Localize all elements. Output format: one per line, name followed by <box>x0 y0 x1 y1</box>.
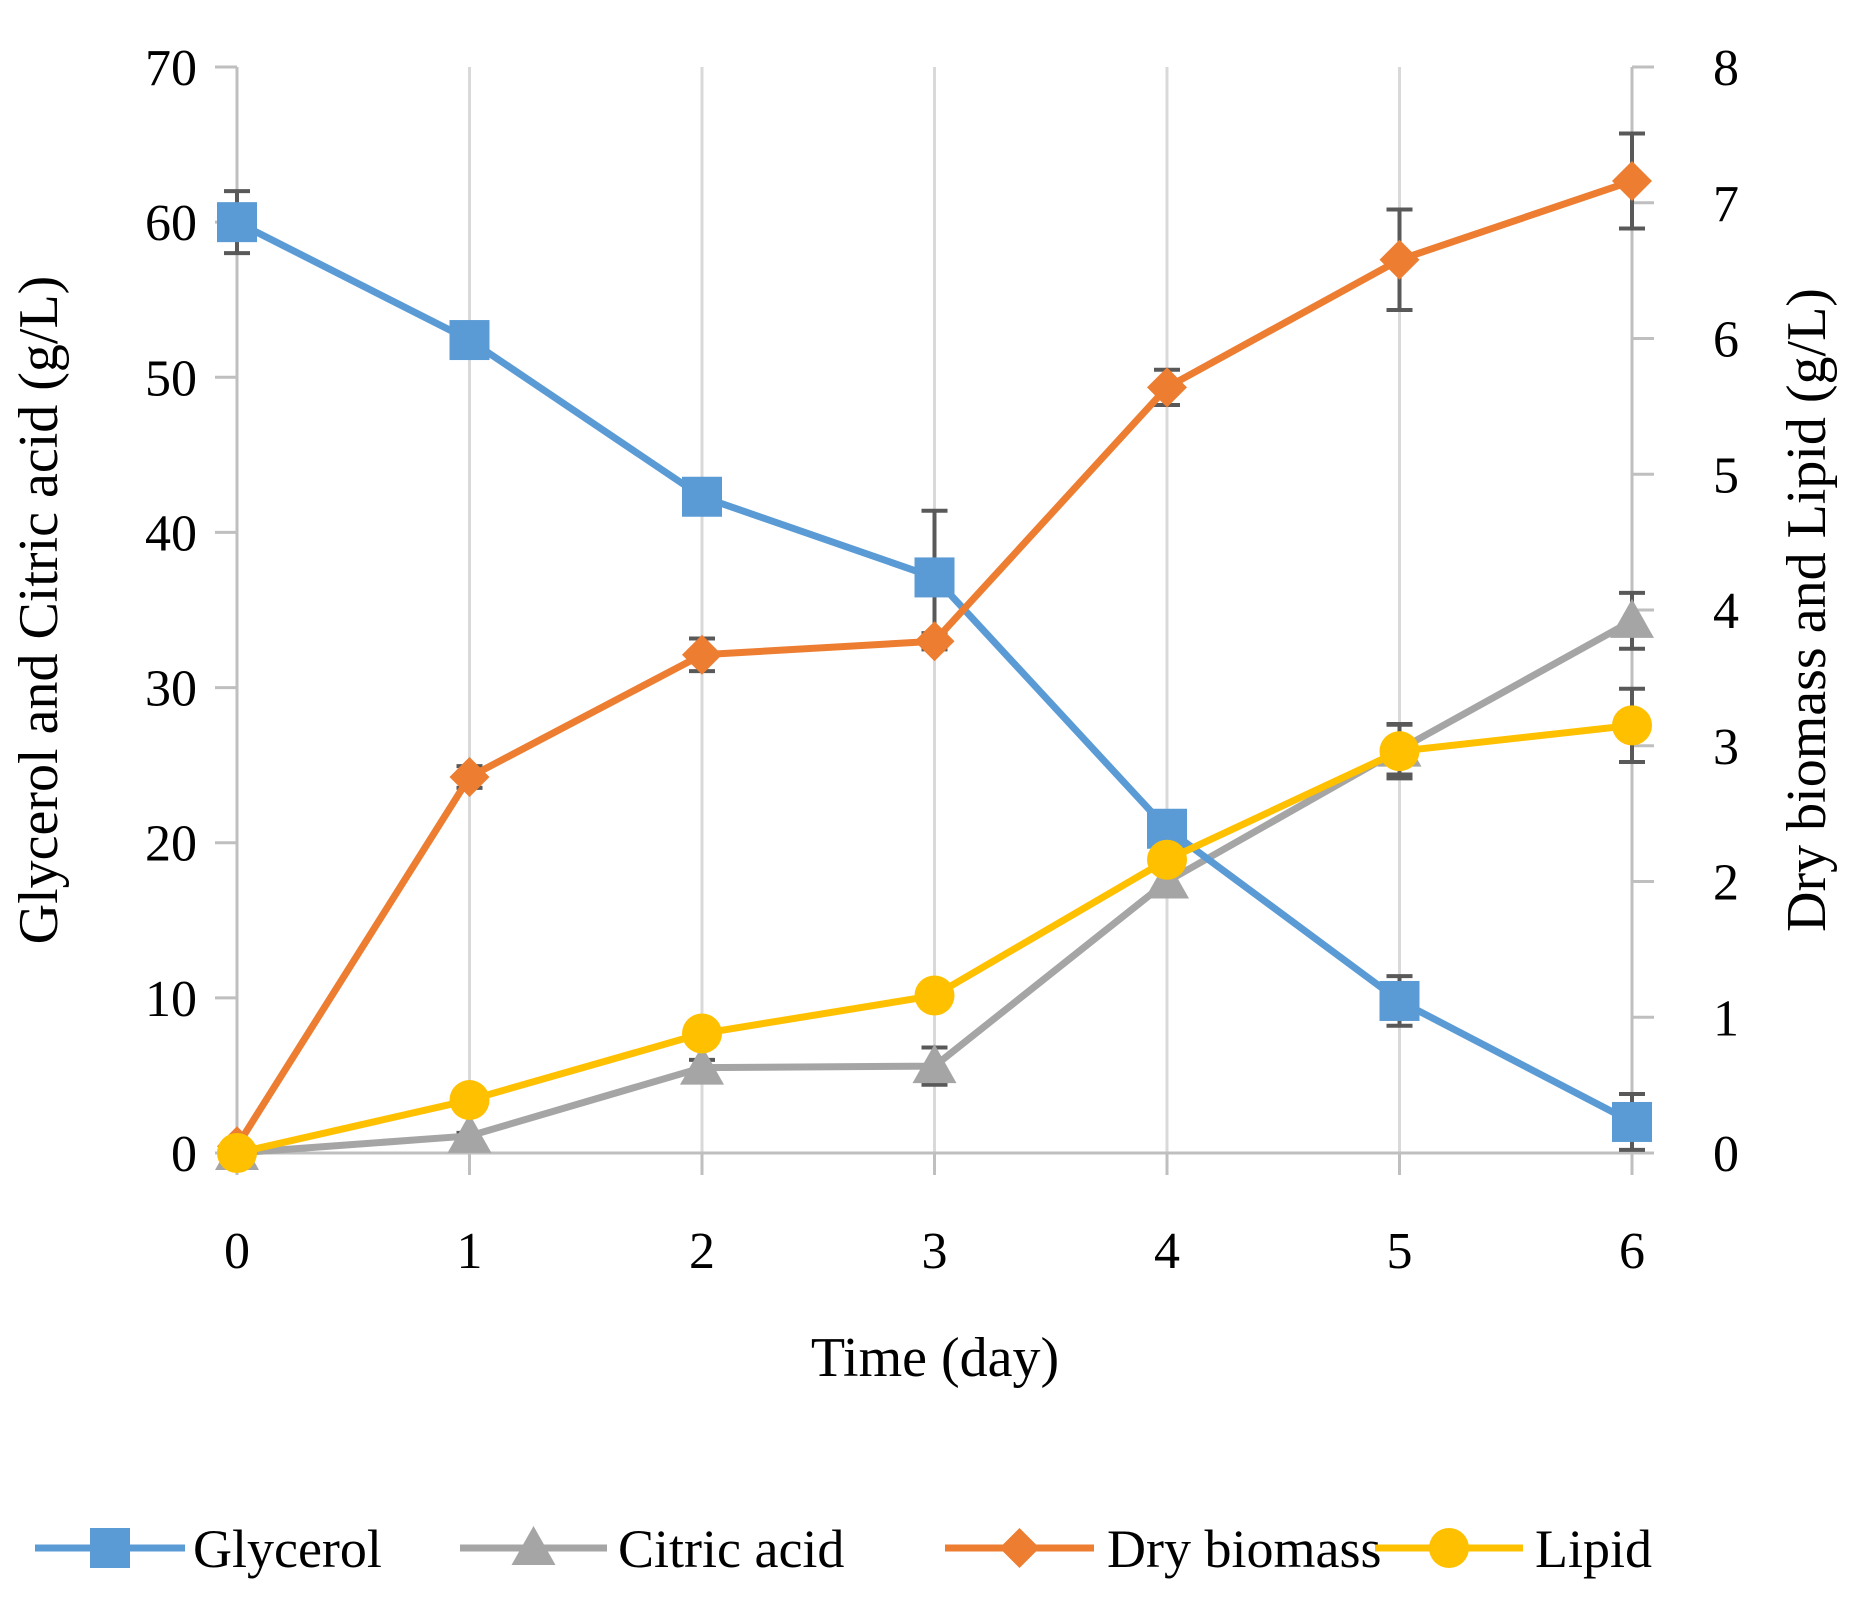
x-tick-label-6: 6 <box>1619 1223 1645 1280</box>
point-dry-biomass-6 <box>1612 161 1652 202</box>
right-tick-label-5: 5 <box>1713 447 1739 504</box>
point-lipid-3 <box>914 975 955 1016</box>
left-tick-label-50: 50 <box>145 350 197 407</box>
right-tick-label-3: 3 <box>1713 719 1739 776</box>
point-lipid-6 <box>1612 705 1652 746</box>
point-glycerol-3 <box>914 557 955 598</box>
point-dry-biomass-4 <box>1147 367 1187 408</box>
right-tick-label-1: 1 <box>1713 990 1739 1047</box>
point-glycerol-6 <box>1612 1101 1652 1142</box>
legend-item-lipid: Lipid <box>1375 1519 1652 1579</box>
x-tick-label-4: 4 <box>1154 1223 1180 1280</box>
x-axis-title: Time (day) <box>811 1327 1059 1389</box>
series-glycerol <box>217 189 1652 1152</box>
series-lipid <box>217 686 1652 1173</box>
x-tick-label-2: 2 <box>689 1223 715 1280</box>
point-citric-acid-2 <box>680 1045 724 1085</box>
legend-marker-glycerol <box>90 1528 130 1568</box>
right-axis-title: Dry biomass and Lipid (g/L) <box>1776 288 1838 932</box>
point-dry-biomass-2 <box>682 634 722 675</box>
point-dry-biomass-5 <box>1379 239 1420 280</box>
right-tick-label-0: 0 <box>1713 1126 1739 1183</box>
x-tick-label-3: 3 <box>922 1223 948 1280</box>
point-lipid-2 <box>682 1013 722 1054</box>
series-dry-biomass <box>217 131 1652 1167</box>
legend-label-dry-biomass: Dry biomass <box>1107 1519 1381 1579</box>
right-tick-label-6: 6 <box>1713 312 1739 369</box>
point-glycerol-2 <box>682 476 722 517</box>
x-axis-ticks: 0 1 2 3 4 5 6 <box>224 1153 1645 1280</box>
legend-marker-lipid <box>1429 1528 1469 1568</box>
left-tick-label-30: 30 <box>145 661 197 718</box>
point-citric-acid-1 <box>447 1113 492 1153</box>
x-tick-label-1: 1 <box>457 1223 483 1280</box>
point-glycerol-0 <box>217 202 257 243</box>
legend-marker-dry-biomass <box>999 1528 1040 1568</box>
left-axis-ticks: 0 10 20 30 40 50 60 70 <box>145 40 237 1183</box>
point-dry-biomass-3 <box>914 621 955 662</box>
left-tick-label-20: 20 <box>145 816 197 873</box>
point-lipid-1 <box>449 1080 490 1121</box>
point-lipid-5 <box>1379 731 1420 772</box>
left-axis-title: Glycerol and Citric acid (g/L) <box>8 276 70 945</box>
legend-marker-citric-acid <box>511 1526 556 1565</box>
point-lipid-0 <box>217 1133 257 1173</box>
legend: Glycerol Citric acid Dry biomass Lipid <box>35 1519 1652 1579</box>
right-tick-label-2: 2 <box>1713 855 1739 912</box>
legend-item-dry-biomass: Dry biomass <box>945 1519 1381 1579</box>
legend-label-citric-acid: Citric acid <box>618 1519 844 1579</box>
x-tick-label-0: 0 <box>224 1223 250 1280</box>
legend-item-glycerol: Glycerol <box>35 1519 382 1579</box>
point-citric-acid-6 <box>1610 598 1654 638</box>
right-axis-ticks: 0 1 2 3 4 5 6 7 8 <box>1632 40 1739 1183</box>
left-tick-label-10: 10 <box>145 971 197 1028</box>
x-tick-label-5: 5 <box>1387 1223 1413 1280</box>
point-citric-acid-3 <box>912 1044 957 1084</box>
point-glycerol-5 <box>1379 980 1420 1021</box>
point-lipid-4 <box>1147 839 1187 880</box>
right-tick-label-7: 7 <box>1713 176 1739 233</box>
point-dry-biomass-1 <box>449 756 490 797</box>
left-tick-label-40: 40 <box>145 505 197 562</box>
right-tick-label-4: 4 <box>1713 583 1739 640</box>
legend-label-glycerol: Glycerol <box>193 1519 382 1579</box>
series-layer <box>215 131 1654 1173</box>
right-tick-label-8: 8 <box>1713 40 1739 97</box>
left-tick-label-60: 60 <box>145 195 197 252</box>
legend-item-citric-acid: Citric acid <box>460 1519 844 1579</box>
legend-label-lipid: Lipid <box>1535 1519 1652 1579</box>
left-tick-label-0: 0 <box>171 1126 197 1183</box>
left-tick-label-70: 70 <box>145 40 197 97</box>
point-glycerol-1 <box>449 320 490 361</box>
